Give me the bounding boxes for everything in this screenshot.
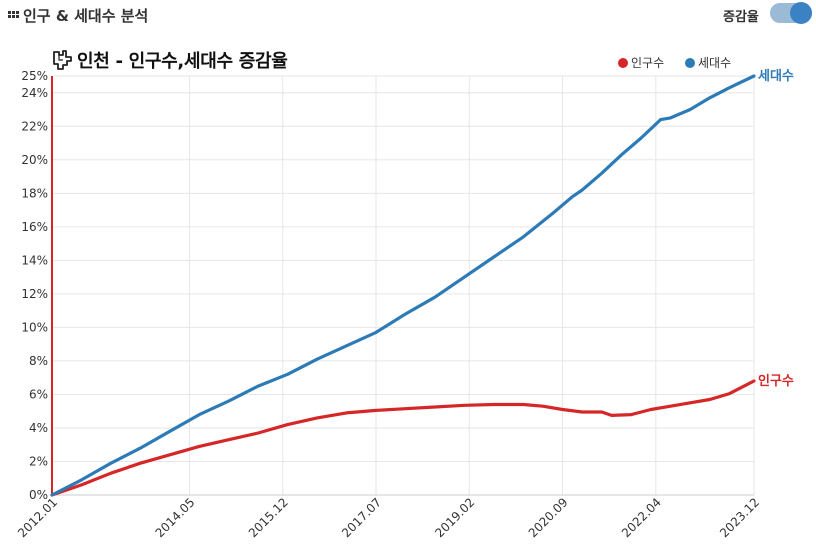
legend-item-households[interactable]: 세대수	[685, 54, 731, 71]
section-title: 인구 & 세대수 분석	[23, 7, 149, 25]
grid-icon	[8, 11, 20, 21]
y-tick-label: 18%	[21, 186, 48, 200]
section-header: 인구 & 세대수 분석 증감율	[0, 0, 816, 32]
y-tick-label: 8%	[29, 354, 48, 368]
y-tick-label: 6%	[29, 387, 48, 401]
y-tick-label: 0%	[29, 488, 48, 502]
map-region-icon	[53, 50, 72, 70]
x-tick-label: 2019.02	[432, 495, 477, 540]
population-line[interactable]	[50, 379, 756, 497]
y-tick-label: 12%	[21, 287, 48, 301]
legend-swatch-households	[685, 58, 695, 68]
x-tick-label: 2015.12	[246, 495, 291, 540]
legend-swatch-population	[618, 58, 628, 68]
y-tick-label: 25%	[21, 69, 48, 83]
y-tick-label: 22%	[21, 119, 48, 133]
legend-label-population: 인구수	[631, 56, 665, 70]
population-line-end-label: 인구수	[758, 373, 794, 389]
y-tick-label: 14%	[21, 253, 48, 267]
legend-item-population[interactable]: 인구수	[618, 54, 664, 71]
rate-toggle[interactable]	[770, 2, 812, 24]
y-tick-label: 2%	[29, 454, 48, 468]
households-line[interactable]	[50, 74, 756, 497]
toggle-knob[interactable]	[790, 2, 812, 24]
y-tick-label: 16%	[21, 220, 48, 234]
y-tick-label: 10%	[21, 320, 48, 334]
y-tick-label: 4%	[29, 421, 48, 435]
x-tick-label: 2023.12	[717, 495, 762, 540]
x-tick-label: 2017.07	[339, 495, 384, 540]
x-tick-label: 2022.04	[619, 495, 664, 540]
x-tick-label: 2014.05	[153, 495, 198, 540]
chart-title: 인천 - 인구수,세대수 증감율	[77, 51, 288, 72]
toggle-label: 증감율	[723, 10, 759, 25]
y-tick-label: 24%	[21, 86, 48, 100]
households-line-end-label: 세대수	[758, 69, 794, 84]
y-tick-label: 20%	[21, 153, 48, 167]
legend-label-households: 세대수	[698, 56, 732, 70]
x-tick-label: 2020.09	[526, 495, 571, 540]
